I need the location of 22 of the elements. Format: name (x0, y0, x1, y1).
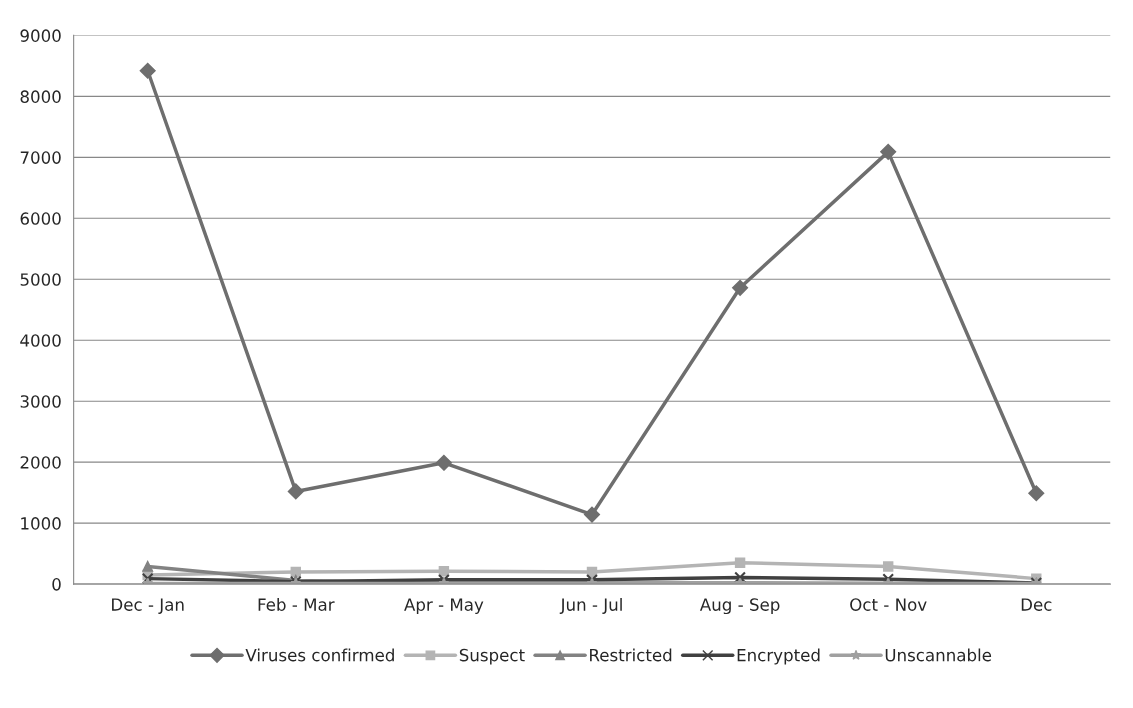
y-tick-label: 7000 (20, 151, 61, 164)
x-tick-label: Feb - Mar (258, 597, 335, 611)
legend-label: Encrypted (737, 648, 820, 665)
y-tick-label: 1000 (21, 517, 61, 530)
y-tick-label: 4000 (20, 334, 61, 347)
y-tick-label: 6000 (20, 212, 61, 225)
y-tick-label: 5000 (20, 273, 61, 286)
y-tick-label: 9000 (20, 29, 61, 42)
x-tick-label: Dec (1021, 598, 1052, 611)
x-tick-label: Dec - Jan (112, 598, 184, 614)
y-tick-label: 2000 (20, 456, 61, 469)
x-tick-label: Apr - May (404, 598, 484, 615)
y-tick-label: 3000 (20, 395, 61, 408)
legend-label: Viruses confirmed (245, 648, 394, 662)
x-tick-label: Aug - Sep (699, 598, 780, 615)
legend-label: Suspect (459, 648, 525, 665)
y-tick-label: 0 (52, 578, 61, 591)
x-tick-label: Oct - Nov (850, 598, 927, 611)
legend-label: Restricted (590, 648, 672, 662)
y-tick-label: 8000 (20, 90, 61, 103)
x-tick-label: Jun - Jul (559, 597, 622, 614)
legend-label: Unscannable (885, 648, 992, 662)
